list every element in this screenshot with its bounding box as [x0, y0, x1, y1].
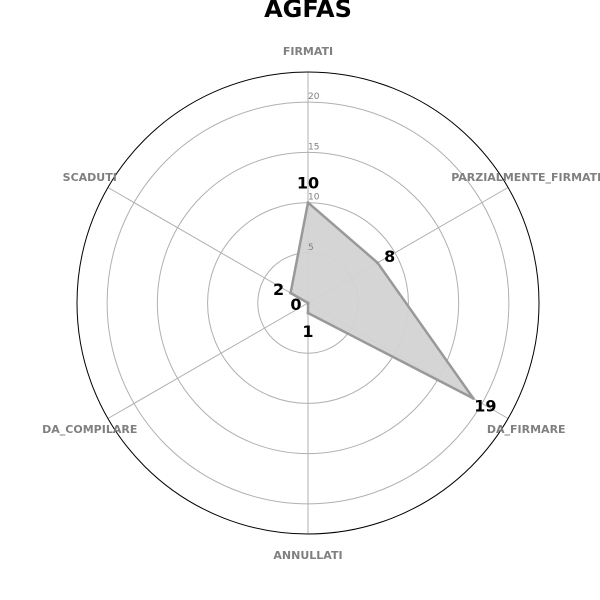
spoke-5 — [107, 187, 309, 304]
data-layer — [289, 201, 475, 400]
rtick-label-15: 15 — [308, 142, 319, 152]
data-point-2 — [471, 396, 475, 400]
rtick-label-5: 5 — [308, 243, 314, 253]
spoke-4 — [107, 302, 309, 419]
data-point-4 — [306, 301, 310, 305]
value-label-2: 19 — [474, 396, 496, 415]
data-point-3 — [306, 311, 310, 315]
data-point-5 — [289, 291, 293, 295]
data-point-1 — [376, 261, 380, 265]
category-label-2: DA_FIRMARE — [487, 423, 566, 436]
value-label-0: 10 — [297, 174, 319, 193]
category-label-1: PARZIALMENTE_FIRMATI — [451, 171, 600, 184]
value-label-5: 2 — [273, 280, 284, 299]
category-label-5: SCADUTI — [63, 171, 117, 184]
value-label-4: 0 — [290, 295, 301, 314]
series-area — [289, 201, 475, 400]
data-point-0 — [306, 201, 310, 205]
rtick-label-20: 20 — [308, 92, 320, 102]
category-label-4: DA_COMPILARE — [42, 423, 137, 436]
value-label-1: 8 — [384, 247, 395, 266]
value-label-3: 1 — [302, 322, 313, 341]
category-label-0: FIRMATI — [283, 45, 333, 58]
chart-title: AGFAS — [264, 0, 352, 23]
outer-frame — [76, 71, 540, 535]
rtick-label-10: 10 — [308, 193, 320, 203]
label-layer: 5 10 15 20 FIRMATI PARZIALMENTE_FIRMATI DA_FIR… — [42, 45, 600, 562]
category-label-3: ANNULLATI — [273, 549, 342, 562]
